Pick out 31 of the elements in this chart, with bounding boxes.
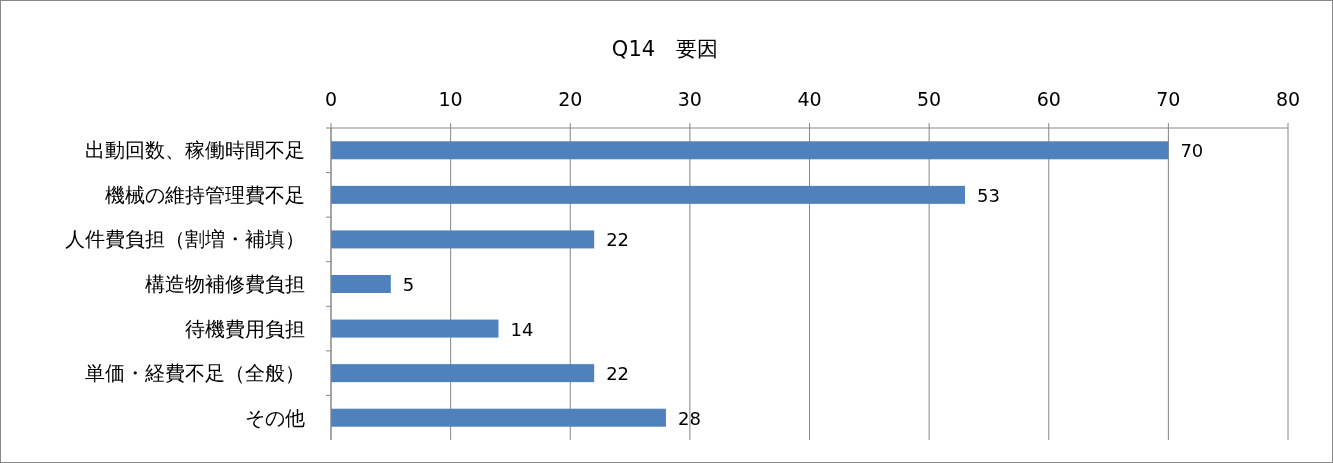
data-label: 53	[977, 184, 1000, 206]
x-tick-label: 0	[324, 88, 338, 110]
x-tick-label: 20	[558, 88, 583, 110]
x-tick-label: 70	[1156, 88, 1181, 110]
y-tick-label: 人件費負担（割増・補填）	[65, 227, 305, 252]
bar	[331, 319, 499, 338]
data-label: 28	[677, 407, 701, 429]
x-tick-label: 60	[1036, 88, 1061, 110]
x-tick-label: 30	[677, 88, 702, 110]
y-tick-label: 待機費用負担	[185, 316, 305, 341]
data-label: 22	[606, 363, 630, 385]
bar	[331, 141, 1169, 160]
x-tick-label: 40	[797, 88, 822, 110]
data-label: 70	[1180, 140, 1204, 162]
bar	[331, 364, 595, 383]
bar	[331, 185, 966, 204]
y-tick-label: 構造物補修費負担	[145, 272, 305, 296]
chart-title: Q14 要因	[611, 37, 719, 61]
y-tick-label: 出動回数、稼働時間不足	[85, 138, 305, 163]
bar	[331, 275, 391, 293]
x-tick-label: 10	[438, 88, 463, 110]
x-tick-label: 50	[917, 88, 942, 110]
data-label: 5	[402, 274, 415, 295]
y-tick-label: 単価・経費不足（全般）	[85, 361, 305, 386]
bar	[331, 230, 595, 249]
data-label: 22	[606, 229, 630, 251]
y-tick-label: 機械の維持管理費不足	[105, 182, 305, 207]
y-tick-label: その他	[245, 405, 305, 430]
x-tick-label: 80	[1275, 88, 1301, 110]
data-label: 14	[510, 318, 534, 340]
bar	[331, 408, 666, 427]
